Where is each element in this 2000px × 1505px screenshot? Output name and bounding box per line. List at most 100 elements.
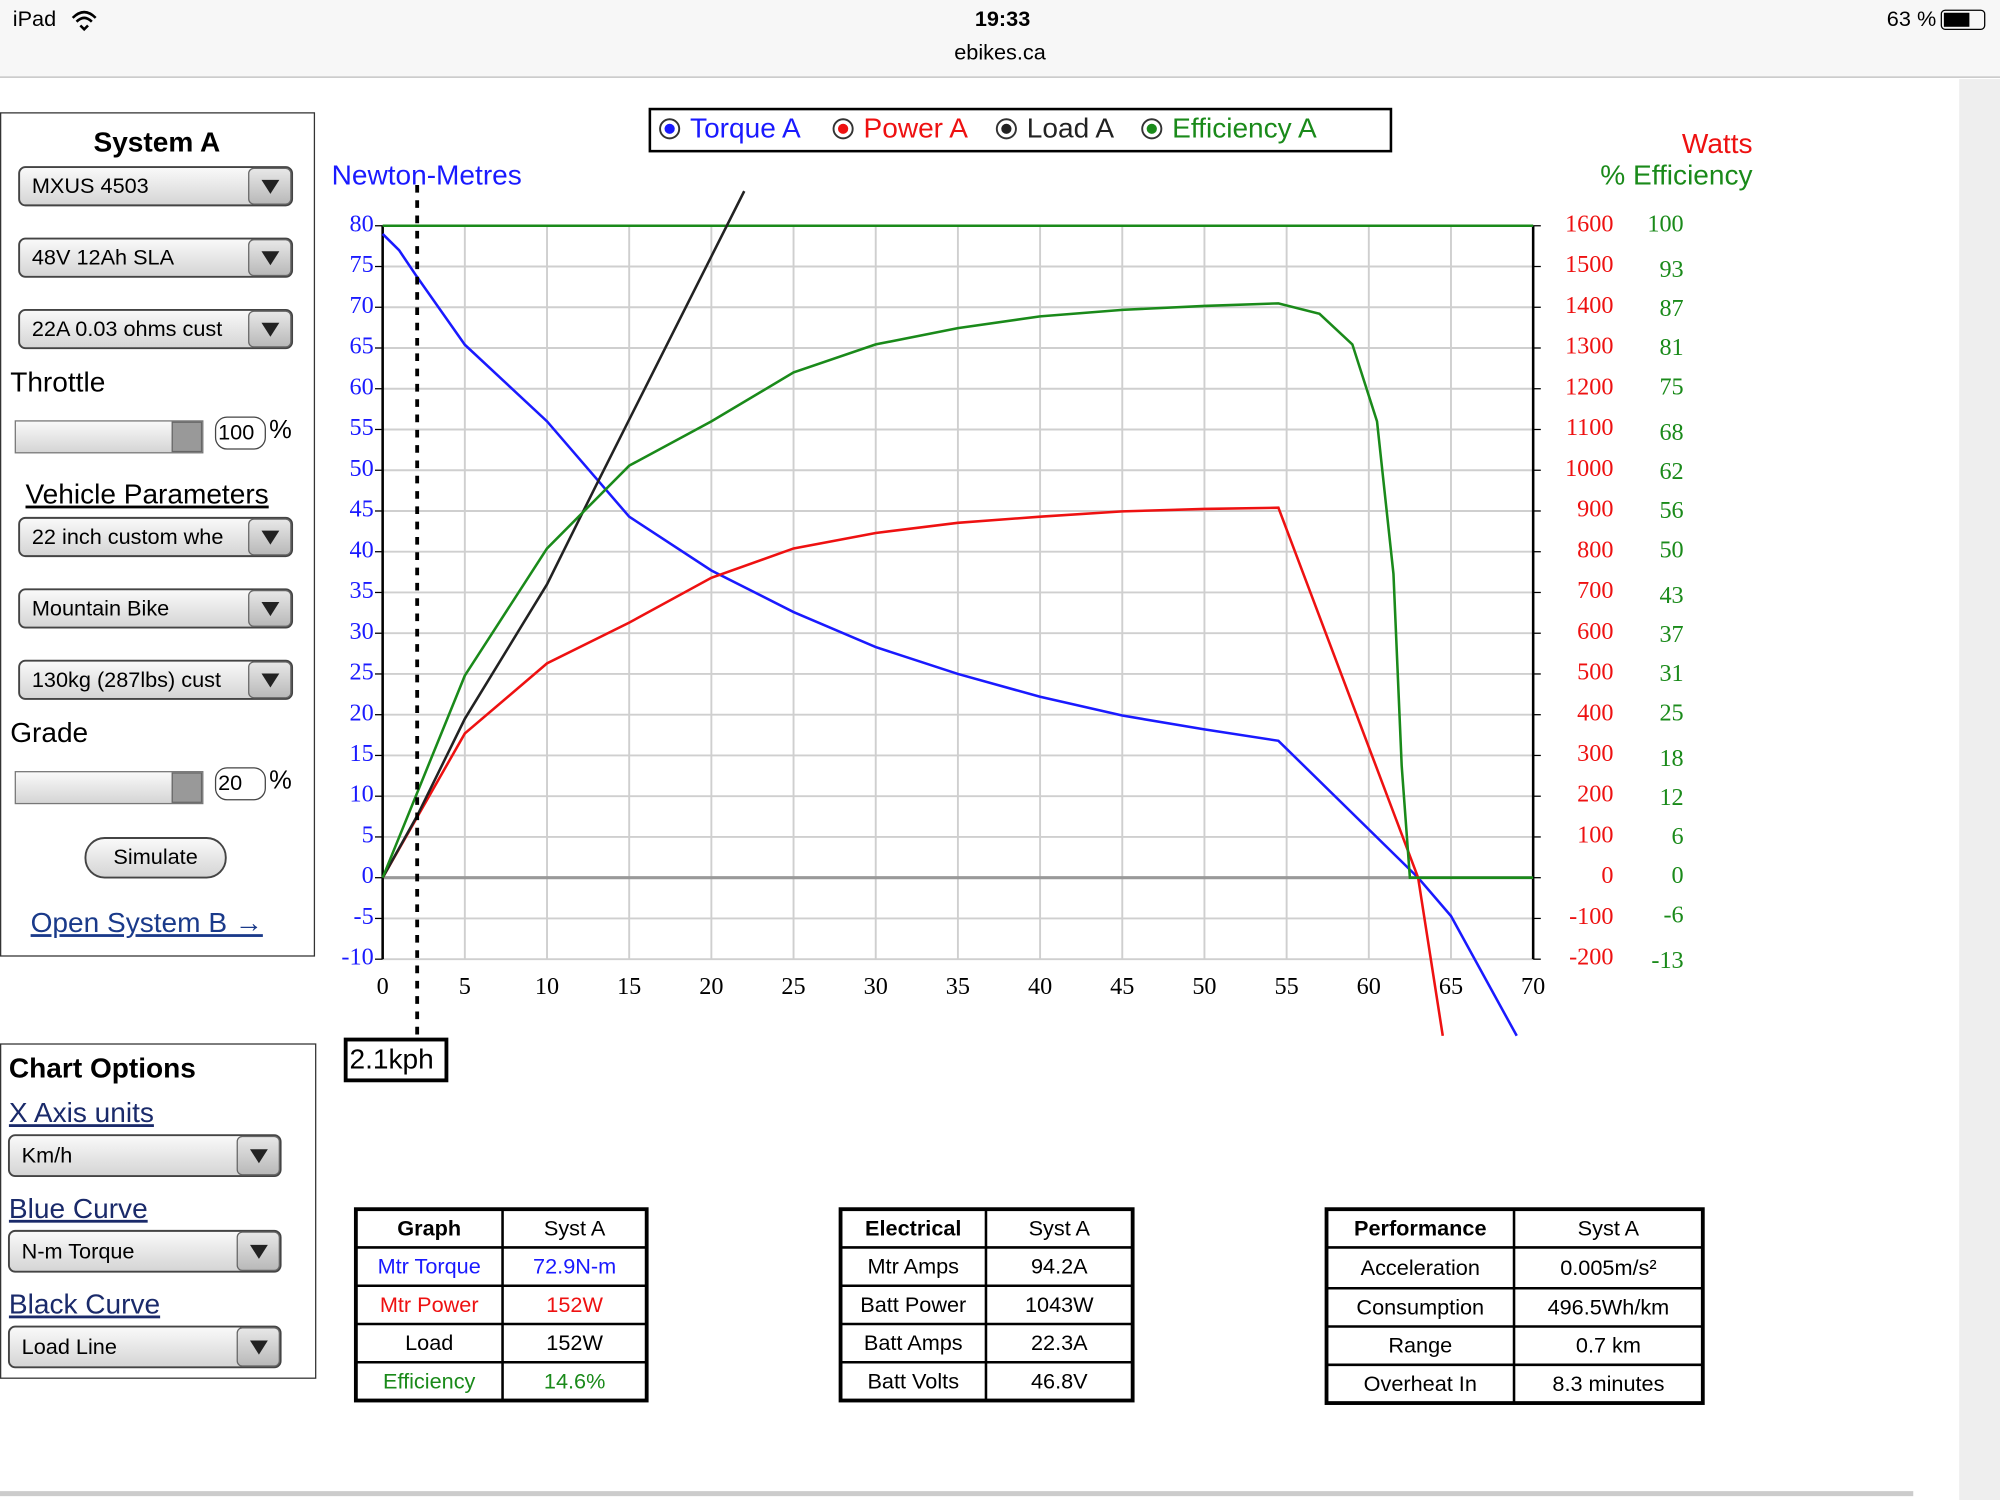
table-cell: 1043W: [1025, 1292, 1094, 1317]
y2-tick-label: 100: [1577, 822, 1613, 849]
select-box[interactable]: [18, 588, 294, 629]
open-b-link[interactable]: Open System B →: [31, 907, 263, 938]
table-cell: Efficiency: [383, 1368, 476, 1393]
table-cell: 152W: [546, 1330, 603, 1355]
y2-tick-label: 1100: [1566, 414, 1614, 441]
slider-thumb[interactable]: [171, 421, 203, 453]
y3-tick-label: 12: [1659, 784, 1683, 811]
select-box[interactable]: [18, 516, 294, 558]
y2-tick-label: -100: [1569, 903, 1613, 930]
input-box[interactable]: [214, 416, 266, 450]
x-tick-label: 55: [1275, 973, 1299, 1000]
simulate-button[interactable]: [84, 837, 227, 879]
select-box[interactable]: [18, 166, 294, 207]
slider-thumb[interactable]: [171, 772, 203, 803]
y2-tick-label: -200: [1569, 944, 1613, 971]
x-tick-label: 5: [459, 973, 471, 1000]
select-value: Km/h: [22, 1143, 73, 1168]
options-title: Chart Options: [9, 1053, 196, 1084]
x-tick-label: 15: [617, 973, 641, 1000]
y2-tick-label: 400: [1577, 699, 1613, 726]
option-label: Blue Curve: [9, 1193, 148, 1224]
select-box[interactable]: [18, 659, 294, 700]
slider-label: Grade: [10, 717, 88, 748]
select-arrow: [261, 179, 280, 194]
select-value: 130kg (287lbs) cust: [32, 667, 221, 692]
y3-tick-label: 87: [1659, 295, 1683, 322]
input-value: 20: [218, 770, 242, 795]
table-cell: Load: [405, 1330, 453, 1355]
select-box[interactable]: [7, 1229, 282, 1273]
y-tick-label: 50: [350, 455, 374, 482]
table-cell: 0.7 km: [1576, 1333, 1641, 1358]
table-cell: 496.5Wh/km: [1548, 1294, 1670, 1319]
wifi-icon: [71, 10, 97, 32]
series-line: [381, 302, 1534, 879]
y2-tick-label: 800: [1577, 536, 1613, 563]
y2-tick-label: 500: [1577, 659, 1613, 686]
select-value: N-m Torque: [22, 1238, 135, 1263]
select-value: 22 inch custom whe: [32, 524, 224, 549]
x-tick-label: 35: [946, 973, 970, 1000]
table-cell: Batt Power: [860, 1292, 966, 1317]
table-header: Performance: [1354, 1215, 1487, 1240]
y3-tick-label: -6: [1663, 901, 1683, 928]
legend-label[interactable]: Torque A: [690, 113, 801, 144]
y2-tick-label: 300: [1577, 740, 1613, 767]
y3-tick-label: 93: [1659, 256, 1683, 283]
table-cell: 46.8V: [1031, 1368, 1088, 1393]
y-tick-label: 65: [350, 333, 374, 360]
y3-tick-label: 56: [1659, 497, 1683, 524]
select-arrow: [250, 1149, 268, 1164]
y-tick-label: 5: [362, 822, 374, 849]
simulate-label[interactable]: Simulate: [113, 844, 197, 869]
y3-tick-label: 100: [1647, 210, 1683, 237]
legend-label[interactable]: Power A: [864, 113, 969, 144]
y3-tick-label: 37: [1659, 621, 1683, 648]
y2-tick-label: 600: [1577, 618, 1613, 645]
input-box[interactable]: [214, 767, 266, 801]
slider-label: Throttle: [10, 366, 105, 397]
select-value: 48V 12Ah SLA: [32, 245, 175, 270]
table-header: Syst A: [1029, 1215, 1091, 1240]
y-tick-label: 40: [350, 536, 374, 563]
table-cell: Overheat In: [1364, 1371, 1477, 1396]
select-arrow: [261, 602, 280, 617]
legend-dot: [664, 123, 675, 134]
battery-level: [1943, 12, 1970, 27]
table-cell: Mtr Torque: [378, 1254, 481, 1279]
select-box[interactable]: [7, 1134, 282, 1177]
legend-label[interactable]: Load A: [1027, 113, 1115, 144]
y3-tick-label: 43: [1659, 582, 1683, 609]
input-unit: %: [269, 416, 292, 444]
y2-tick-label: 1600: [1565, 210, 1613, 237]
y3-tick-label: 6: [1672, 823, 1684, 850]
table-cell: 14.6%: [544, 1368, 605, 1393]
x-tick-label: 40: [1028, 973, 1052, 1000]
table-cell: Range: [1388, 1333, 1452, 1358]
y-tick-label: -10: [341, 944, 373, 971]
y-axis-title: Newton-Metres: [332, 160, 522, 191]
y2-tick-label: 1400: [1565, 292, 1613, 319]
y3-tick-label: 25: [1659, 699, 1683, 726]
table-cell: Mtr Amps: [868, 1254, 960, 1279]
table-cell: 8.3 minutes: [1552, 1371, 1664, 1396]
y3-tick-label: 50: [1659, 536, 1683, 563]
legend-label[interactable]: Efficiency A: [1172, 113, 1317, 144]
table-cell: Acceleration: [1361, 1255, 1480, 1280]
select-value: Mountain Bike: [32, 595, 169, 620]
legend-dot: [1001, 123, 1012, 134]
option-label: Black Curve: [9, 1289, 160, 1320]
select-box[interactable]: [18, 237, 294, 278]
table-cell: Batt Volts: [867, 1368, 959, 1393]
battery-text: 63 %: [1887, 6, 1936, 31]
section-title: Vehicle Parameters: [26, 479, 269, 510]
y3-tick-label: 81: [1659, 334, 1683, 361]
url: ebikes.ca: [954, 39, 1047, 64]
select-box[interactable]: [7, 1325, 282, 1369]
input-unit: %: [269, 767, 292, 795]
y-tick-label: 35: [350, 577, 374, 604]
x-tick-label: 25: [781, 973, 805, 1000]
series-line: [381, 190, 746, 879]
select-box[interactable]: [18, 308, 294, 350]
